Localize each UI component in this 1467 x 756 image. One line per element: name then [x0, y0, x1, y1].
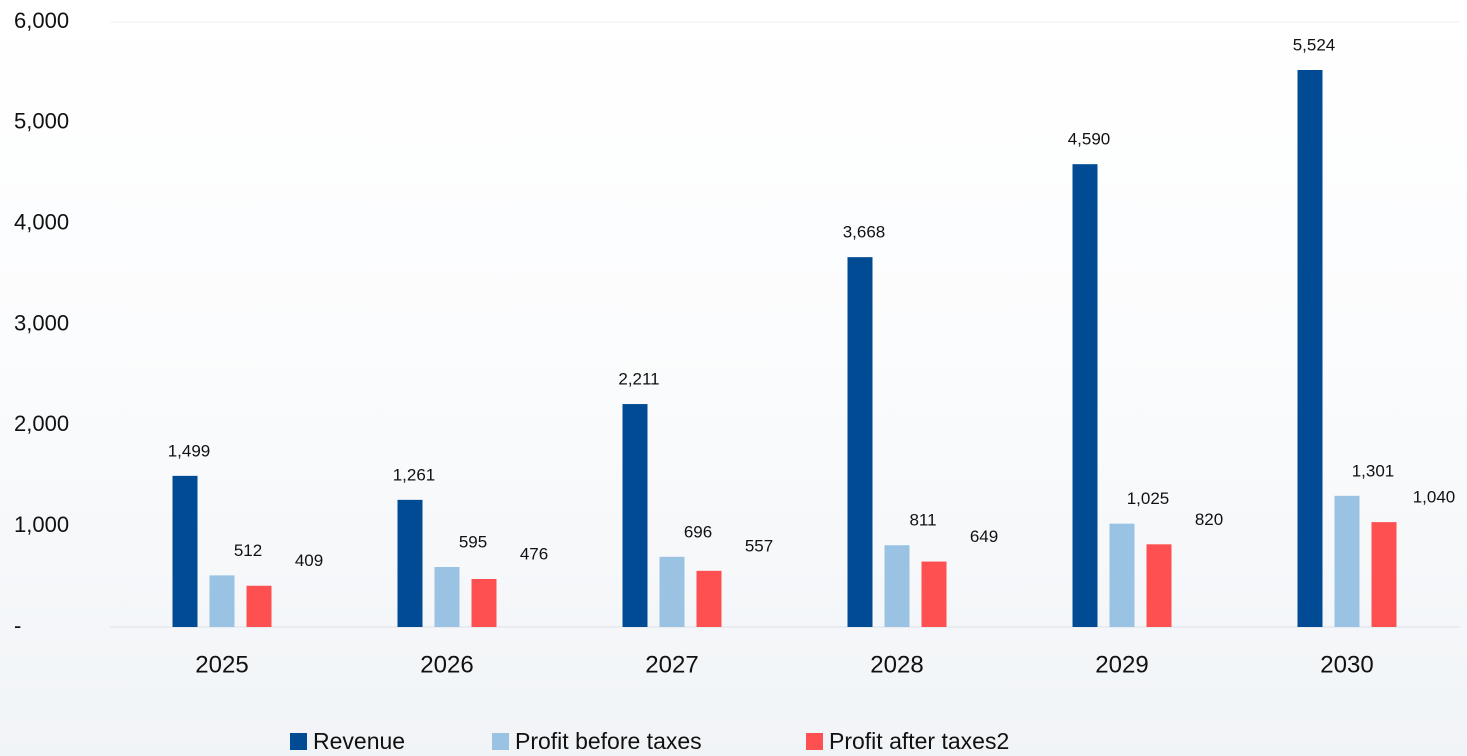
data-label: 409 — [295, 551, 323, 570]
y-tick-label: 3,000 — [14, 310, 69, 335]
bar — [847, 257, 873, 627]
data-label: 1,025 — [1127, 489, 1170, 508]
y-tick-label: 1,000 — [14, 512, 69, 537]
bar — [209, 575, 235, 627]
bar — [397, 499, 423, 627]
data-label: 476 — [520, 544, 548, 563]
bar — [659, 556, 685, 627]
bar — [696, 570, 722, 627]
data-label: 1,499 — [168, 441, 211, 460]
bar — [921, 561, 947, 627]
bar — [471, 579, 497, 627]
data-label: 2,211 — [618, 370, 659, 389]
bar — [1109, 523, 1135, 627]
bar — [1072, 164, 1098, 628]
legend-swatch — [492, 733, 509, 750]
bar — [1297, 69, 1323, 628]
data-label: 696 — [684, 522, 712, 541]
data-label: 820 — [1195, 510, 1223, 529]
data-label: 1,040 — [1413, 488, 1456, 507]
legend-label: Profit after taxes2 — [829, 728, 1009, 754]
x-tick-label: 2027 — [645, 651, 698, 678]
bar — [884, 545, 910, 627]
y-tick-label: 5,000 — [14, 109, 69, 134]
legend-swatch — [806, 733, 823, 750]
y-tick-label: 6,000 — [14, 8, 69, 33]
bar — [1146, 544, 1172, 627]
legend-label: Profit before taxes — [515, 728, 702, 754]
y-tick-label: 4,000 — [14, 209, 69, 234]
x-tick-label: 2029 — [1095, 651, 1148, 678]
bar — [1334, 495, 1360, 627]
bar — [246, 585, 272, 627]
bar — [1371, 522, 1397, 627]
data-label: 811 — [909, 511, 936, 530]
data-label: 512 — [234, 541, 262, 560]
data-label: 595 — [459, 532, 487, 551]
legend-label: Revenue — [313, 728, 405, 754]
data-label: 5,524 — [1293, 35, 1336, 54]
data-label: 3,668 — [843, 223, 886, 242]
data-label: 649 — [970, 527, 998, 546]
bar — [434, 567, 460, 627]
data-label: 1,261 — [393, 465, 436, 484]
bar — [622, 404, 648, 627]
legend-swatch — [290, 733, 307, 750]
x-tick-label: 2030 — [1320, 651, 1373, 678]
data-label: 1,301 — [1352, 461, 1395, 480]
data-label: 4,590 — [1068, 130, 1111, 149]
x-tick-label: 2025 — [195, 651, 248, 678]
y-tick-label: 2,000 — [14, 411, 69, 436]
x-tick-label: 2028 — [870, 651, 923, 678]
data-label: 557 — [745, 536, 773, 555]
x-tick-label: 2026 — [420, 651, 473, 678]
bar — [172, 475, 198, 627]
y-tick-label: - — [14, 613, 21, 638]
